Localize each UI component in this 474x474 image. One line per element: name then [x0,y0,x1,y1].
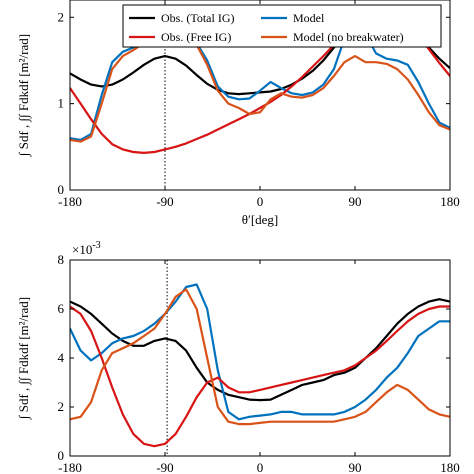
x-tick-label: 0 [257,194,264,209]
x-tick-label: 90 [349,460,362,474]
y-tick-label: 8 [58,252,65,267]
y-tick-label: 0 [58,182,65,197]
y-tick-label: 0 [58,448,65,463]
y-axis-label: ∫ Sdf , ∫∫ Fdkdf [m²/rad] [16,34,32,157]
series-line-model-no-breakwater [70,288,450,426]
legend-label-1: Obs. (Total IG) [161,11,234,25]
y-tick-label: 2 [58,9,65,24]
series-line-model [70,283,450,421]
x-axis-label: θ′[deg] [242,212,279,227]
x-tick-label: -90 [156,460,173,474]
y-tick-label: 2 [58,399,65,414]
legend-label-3: Obs. (Free IG) [161,30,231,44]
y-tick-label: 1 [58,96,65,111]
exponent-power: -3 [92,240,100,251]
legend-label-2: Model [293,11,325,25]
y-tick-label: 6 [58,301,65,316]
x-tick-label: -180 [58,460,82,474]
panels: -180 -90 0 90 180 0 1 2 θ′[deg] ∫ Sdf , ∫∫ Fdkdf … [16,0,460,474]
legend: Obs. (Total IG) Model Obs. (Free IG) Model … [122,4,442,48]
legend-label-4: Model (no breakwater) [293,30,404,44]
x-tick-label: 180 [440,194,460,209]
x-tick-label: 180 [440,460,460,474]
x-tick-label: -90 [156,194,173,209]
y-exponent-label: ×10-3 [72,240,101,257]
chart-panel-1: -180 -90 0 90 180 0 1 2 θ′[deg] ∫ Sdf , ∫∫ Fdkdf … [16,0,460,227]
series-line-model-no-breakwater [70,33,450,143]
series-group [70,283,450,448]
y-tick-label: 4 [58,350,65,365]
x-tick-label: -180 [58,194,82,209]
legend-box [122,4,442,48]
x-tick-label: 90 [349,194,362,209]
chart-panel-2: -180 -90 0 90 180 0 2 4 6 8 ×10-3 ∫ Sdf , ∫∫ Fdkdf … [16,240,460,474]
y-axis-label: ∫ Sdf , ∫∫ Fdkdf [m²/rad] [16,297,32,420]
x-tick-label: 0 [257,460,264,474]
series-line-obs-free-ig [70,305,450,448]
exponent-base: ×10 [72,242,92,257]
plot-frame [69,259,451,457]
series-line-obs-total-ig [70,298,450,402]
